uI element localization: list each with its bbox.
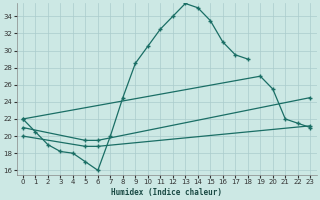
X-axis label: Humidex (Indice chaleur): Humidex (Indice chaleur) xyxy=(111,188,222,197)
